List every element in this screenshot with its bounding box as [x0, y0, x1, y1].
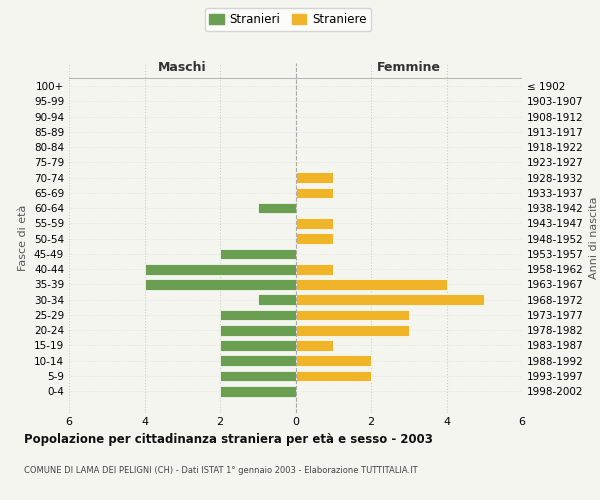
Bar [296, 188, 333, 198]
Bar [296, 172, 333, 183]
Bar [258, 203, 296, 213]
Legend: Stranieri, Straniere: Stranieri, Straniere [205, 8, 371, 31]
Bar [296, 356, 371, 366]
Bar [296, 310, 409, 320]
Bar [220, 386, 296, 396]
Y-axis label: Anni di nascita: Anni di nascita [589, 196, 599, 278]
Text: Popolazione per cittadinanza straniera per età e sesso - 2003: Popolazione per cittadinanza straniera p… [24, 432, 433, 446]
Bar [296, 279, 446, 290]
Bar [258, 294, 296, 305]
Y-axis label: Fasce di età: Fasce di età [19, 204, 28, 270]
Bar [220, 248, 296, 259]
Bar [296, 234, 333, 244]
Text: COMUNE DI LAMA DEI PELIGNI (CH) - Dati ISTAT 1° gennaio 2003 - Elaborazione TUTT: COMUNE DI LAMA DEI PELIGNI (CH) - Dati I… [24, 466, 418, 475]
Bar [145, 279, 296, 290]
Text: Femmine: Femmine [377, 61, 441, 74]
Bar [296, 294, 484, 305]
Bar [296, 218, 333, 228]
Bar [296, 264, 333, 274]
Bar [296, 325, 409, 336]
Bar [220, 356, 296, 366]
Bar [220, 340, 296, 351]
Bar [145, 264, 296, 274]
Bar [296, 340, 333, 351]
Bar [220, 310, 296, 320]
Text: Maschi: Maschi [158, 61, 206, 74]
Bar [296, 370, 371, 382]
Bar [220, 325, 296, 336]
Bar [220, 370, 296, 382]
